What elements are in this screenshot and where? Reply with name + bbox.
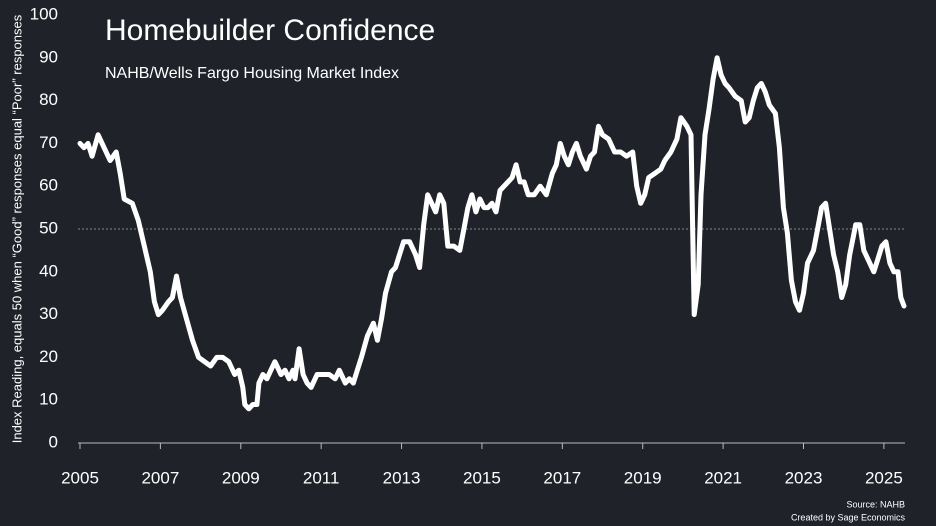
y-tick-label: 100 [30, 4, 58, 23]
credit-note: Created by Sage Economics [791, 512, 906, 522]
chart-title: Homebuilder Confidence [105, 14, 435, 47]
y-tick-label: 30 [39, 304, 58, 323]
x-tick-label: 2011 [303, 468, 340, 487]
x-tick-label: 2021 [704, 468, 742, 487]
x-tick-label: 2013 [383, 468, 421, 487]
y-tick-label: 50 [39, 218, 58, 237]
y-tick-label: 40 [39, 261, 58, 280]
y-axis-label: Index Reading, equals 50 when “Good” res… [9, 14, 24, 443]
x-tick-label: 2009 [222, 468, 260, 487]
x-tick-label: 2005 [61, 468, 99, 487]
y-tick-label: 10 [39, 390, 58, 409]
y-tick-label: 60 [39, 176, 58, 195]
x-tick-label: 2015 [463, 468, 501, 487]
y-tick-label: 90 [39, 47, 58, 66]
source-note: Source: NAHB [846, 499, 905, 509]
x-tick-label: 2007 [141, 468, 179, 487]
data-line [77, 55, 907, 412]
y-tick-label: 80 [39, 90, 58, 109]
x-tick-label: 2023 [785, 468, 823, 487]
x-tick-label: 2025 [865, 468, 903, 487]
y-tick-label: 70 [39, 133, 58, 152]
x-tick-label: 2017 [543, 468, 581, 487]
x-tick-label: 2019 [624, 468, 662, 487]
y-tick-label: 20 [39, 347, 58, 366]
y-tick-label: 0 [49, 432, 58, 451]
chart-subtitle: NAHB/Wells Fargo Housing Market Index [105, 65, 399, 82]
